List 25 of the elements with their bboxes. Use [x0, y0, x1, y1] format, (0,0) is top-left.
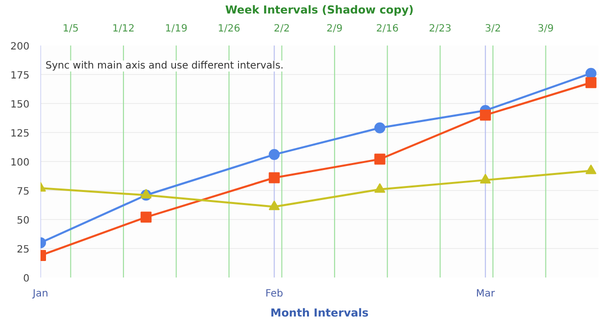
- y-tick-label: 50: [16, 216, 30, 226]
- y-tick-label: 175: [10, 70, 30, 82]
- x2-tick-label: 1/19: [165, 24, 188, 34]
- y-tick-label: 150: [10, 100, 30, 110]
- x2-axis-title: Week Intervals (Shadow copy): [225, 4, 414, 16]
- y-tick-label: 75: [16, 186, 30, 198]
- y-tick-label: 25: [16, 244, 30, 256]
- y-tick-label: 125: [10, 128, 30, 140]
- y-tick-label: 100: [10, 158, 30, 168]
- x2-tick-label: 2/9: [326, 24, 343, 34]
- x-tick-label: Jan: [32, 288, 48, 300]
- x2-tick-label: 2/2: [274, 24, 290, 34]
- y-tick-label: 200: [10, 42, 30, 52]
- x-tick-label: Feb: [265, 288, 284, 300]
- x2-tick-label: 1/12: [112, 24, 135, 34]
- x-axis-title: Month Intervals: [270, 306, 370, 320]
- x2-tick-label: 2/16: [376, 24, 399, 34]
- x2-tick-label: 1/26: [218, 24, 240, 34]
- x2-tick-label: 2/23: [428, 24, 452, 34]
- x2-tick-label: 1/5: [62, 24, 79, 34]
- x2-tick-label: 3/9: [538, 24, 554, 34]
- x2-tick-label: 3/2: [484, 24, 501, 34]
- x-tick-label: Mar: [476, 288, 496, 300]
- annotation: Sync with main axis and use different intervals.: [46, 60, 284, 72]
- y-tick-label: 0: [23, 274, 30, 284]
